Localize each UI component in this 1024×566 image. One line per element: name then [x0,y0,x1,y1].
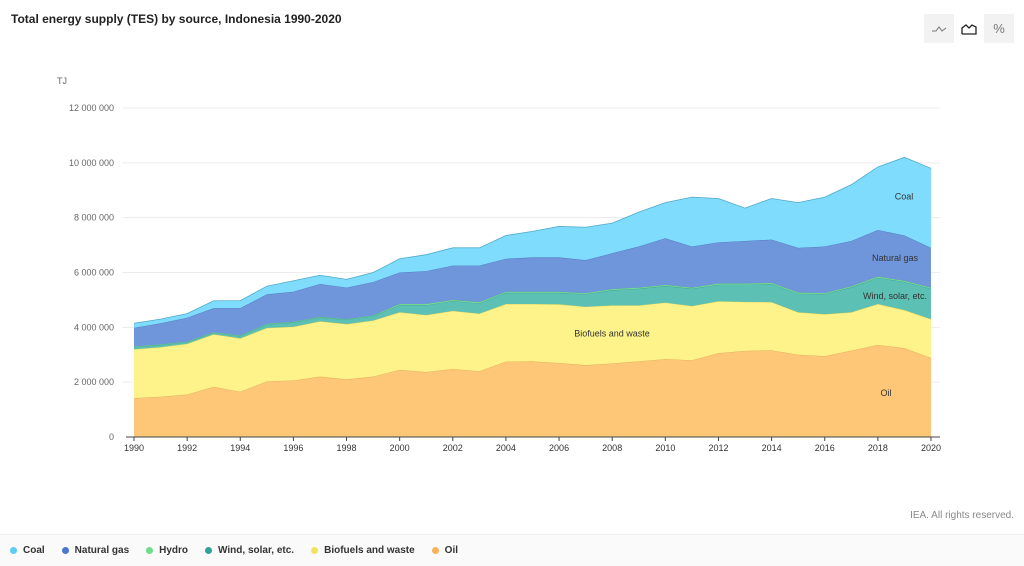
x-tick-label: 2004 [496,443,516,453]
x-tick-label: 2006 [549,443,569,453]
x-tick-label: 1994 [230,443,250,453]
chart-title: Total energy supply (TES) by source, Ind… [11,12,342,26]
legend-dot-icon [205,547,213,554]
series-label: Natural gas [872,253,919,263]
legend-item[interactable]: Coal [10,545,45,556]
legend-item[interactable]: Oil [431,545,459,556]
y-tick-label: 2 000 000 [74,377,114,387]
area-natural-gas [134,230,931,347]
x-tick-label: 2016 [815,443,835,453]
x-tick-label: 2000 [390,443,410,453]
percent-icon: % [993,21,1005,36]
legend-dot-icon [146,547,154,554]
x-tick-label: 2002 [443,443,463,453]
y-axis-label: TJ [57,76,67,86]
series-label: Wind, solar, etc. [863,291,927,301]
series-line [133,156,932,324]
legend-label: Coal [23,545,45,556]
legend-dot-icon [61,547,69,554]
legend-dot-icon [10,547,17,554]
x-tick-label: 2008 [602,443,622,453]
x-tick-label: 1996 [283,443,303,453]
x-tick-label: 2018 [868,443,888,453]
legend-label: Biofuels and waste [324,545,415,556]
line-chart-icon [932,25,947,32]
legend-label: Wind, solar, etc. [218,545,295,556]
y-tick-label: 0 [109,432,114,442]
legend-dot-icon [431,547,439,554]
copyright-note: IEA. All rights reserved. [910,510,1014,521]
legend-label: Natural gas [74,545,130,556]
legend-item[interactable]: Wind, solar, etc. [205,545,294,556]
area-wind-solar-etc- [134,277,931,350]
area-biofuels-and-waste [134,301,931,399]
area-oil [134,344,931,437]
area-chart-icon [961,23,977,35]
chart-svg: 0 2 000 000 4 000 000 6 000 000 8 000 000 10 … [57,76,941,453]
legend-item[interactable]: Biofuels and waste [311,545,415,556]
line-chart-button[interactable] [924,14,954,43]
x-tick-label: 2020 [921,443,941,453]
legend-label: Oil [444,545,459,556]
x-tick-label: 2012 [708,443,728,453]
series-label: Oil [881,388,892,398]
percent-button[interactable]: % [984,14,1014,43]
series-label: Biofuels and waste [574,329,650,339]
x-tick-label: 2010 [655,443,675,453]
legend-item[interactable]: Natural gas [61,545,130,556]
x-tick-label: 1998 [337,443,357,453]
chart-type-toolbar: % [924,14,1014,43]
y-tick-label: 8 000 000 [74,213,114,223]
y-tick-label: 10 000 000 [69,158,114,168]
x-tick-label: 1992 [177,443,197,453]
x-tick-label: 2014 [762,443,782,453]
y-tick-label: 12 000 000 [69,103,114,113]
y-tick-label: 4 000 000 [74,322,114,332]
legend: Coal Natural gas Hydro Wind, solar, etc. Bio… [0,534,1024,566]
legend-label: Hydro [159,545,189,556]
area-coal [134,157,931,328]
series-label: Coal [895,191,914,201]
y-tick-label: 6 000 000 [74,268,114,278]
legend-item[interactable]: Hydro [146,545,188,556]
x-tick-label: 1990 [124,443,144,453]
area-chart-button[interactable] [954,14,984,43]
legend-dot-icon [311,547,319,554]
